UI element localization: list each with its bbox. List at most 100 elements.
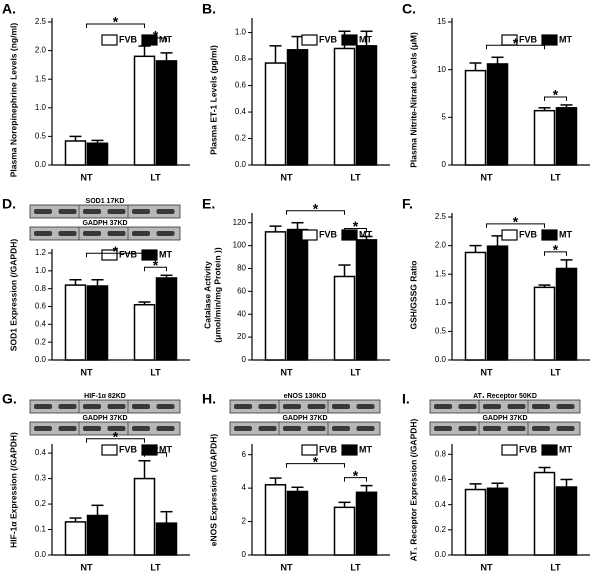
blot-label: GADPH 37KD	[482, 415, 527, 422]
blot-band	[234, 404, 252, 409]
blot-band	[258, 404, 277, 409]
blot-band	[34, 426, 52, 431]
blot-band	[434, 404, 452, 409]
legend-swatch	[301, 229, 318, 241]
bar	[555, 107, 578, 166]
y-axis-label: Plasma Nitrite-Nitrate Levels (μM)	[408, 32, 418, 168]
blot-band	[283, 426, 301, 431]
x-tick-label: LT	[150, 172, 161, 182]
blot-band	[434, 426, 452, 431]
blot-band	[483, 426, 501, 431]
y-tick-label: 1.5	[35, 74, 47, 83]
bar	[333, 47, 356, 166]
blot-band	[34, 209, 52, 214]
y-tick-label: 10	[437, 65, 446, 74]
y-tick-label: 0.5	[35, 132, 47, 141]
bar	[155, 60, 178, 166]
blot-band	[458, 404, 477, 409]
blot-band	[483, 404, 501, 409]
blot-label: SOD1 17KD	[86, 198, 125, 205]
y-axis-label: eNOS Expression (/GAPDH)	[208, 434, 218, 547]
blot-band	[332, 404, 350, 409]
y-tick-label: 120	[233, 218, 247, 227]
y-tick-label: 2.0	[435, 241, 447, 250]
blot-band	[132, 209, 150, 214]
y-tick-label: 0.2	[35, 499, 47, 508]
y-tick-label: 6	[242, 450, 247, 459]
bar	[533, 471, 556, 556]
x-tick-label: NT	[81, 562, 93, 572]
x-tick-label: LT	[350, 562, 361, 572]
y-tick-label: 1.2	[35, 248, 47, 257]
legend-swatch	[541, 444, 558, 456]
significance-bracket	[286, 463, 345, 468]
y-tick-label: 2.5	[435, 212, 447, 221]
legend-label: MT	[359, 229, 372, 239]
blot-band	[507, 404, 526, 409]
x-tick-label: LT	[150, 562, 161, 572]
y-axis-label: Plasma ET-1 Levels (pg/ml)	[208, 45, 218, 155]
bar	[64, 284, 87, 361]
bar	[64, 140, 87, 166]
y-axis-label: Catalase Activity	[202, 261, 212, 329]
panel-label: B.	[202, 1, 216, 17]
bar	[355, 45, 378, 166]
blot-image	[29, 421, 181, 436]
blot-band	[34, 231, 52, 236]
legend-swatch	[301, 34, 318, 46]
y-tick-label: 5	[442, 112, 447, 121]
significance-marker: *	[113, 428, 119, 444]
y-tick-label: 0.0	[35, 160, 47, 169]
blot-band	[132, 426, 150, 431]
blot-band	[556, 426, 575, 431]
x-tick-label: NT	[281, 172, 293, 182]
bar	[155, 522, 178, 556]
legend-label: MT	[159, 249, 172, 259]
blot-image	[429, 399, 581, 414]
significance-bracket	[486, 44, 545, 50]
legend-label: MT	[159, 444, 172, 454]
x-tick-label: LT	[550, 367, 561, 377]
blot-band	[83, 231, 101, 236]
significance-bracket	[344, 477, 367, 482]
panel: D. SOD1 Expression (/GAPDH) SOD1 17KD GADPH…	[2, 196, 190, 377]
x-tick-label: NT	[281, 367, 293, 377]
legend-swatch	[501, 229, 518, 241]
y-tick-label: 2.0	[35, 46, 47, 55]
significance-marker: *	[553, 87, 559, 103]
bar	[555, 267, 578, 361]
bar	[355, 239, 378, 361]
legend-swatch	[501, 444, 518, 456]
legend-swatch	[101, 444, 118, 456]
bar	[286, 228, 309, 361]
blot-label: eNOS 130KD	[284, 393, 327, 400]
legend-swatch	[141, 34, 158, 46]
bar	[264, 62, 287, 166]
y-tick-label: 0.4	[235, 107, 247, 116]
blot-image	[29, 226, 181, 241]
significance-marker: *	[513, 35, 519, 51]
panel-label: E.	[202, 196, 215, 212]
legend-swatch	[141, 249, 158, 261]
x-tick-label: NT	[481, 172, 493, 182]
bar	[464, 69, 487, 166]
blot-label: AT₁ Receptor 50KD	[473, 393, 537, 400]
panel-label: H.	[202, 391, 216, 407]
blot-band	[307, 404, 326, 409]
x-tick-label: NT	[81, 367, 93, 377]
y-tick-label: 20	[237, 332, 246, 341]
blot-band	[507, 426, 526, 431]
y-tick-label: 0	[442, 160, 447, 169]
blot-band	[83, 404, 101, 409]
bar	[155, 277, 178, 361]
bar	[555, 486, 578, 556]
legend-label: MT	[559, 229, 572, 239]
blot-band	[156, 426, 175, 431]
significance-bracket	[86, 252, 145, 258]
y-tick-label: 4	[242, 483, 247, 492]
legend-label: MT	[359, 444, 372, 454]
panel: G. HIF-1α Expression (/GAPDH) HIF-1α 82KD G…	[2, 391, 190, 572]
legend-label: FVB	[119, 444, 138, 454]
y-axis-label: (μmol/min/mg Protein ))	[212, 247, 222, 343]
bar	[286, 490, 309, 556]
